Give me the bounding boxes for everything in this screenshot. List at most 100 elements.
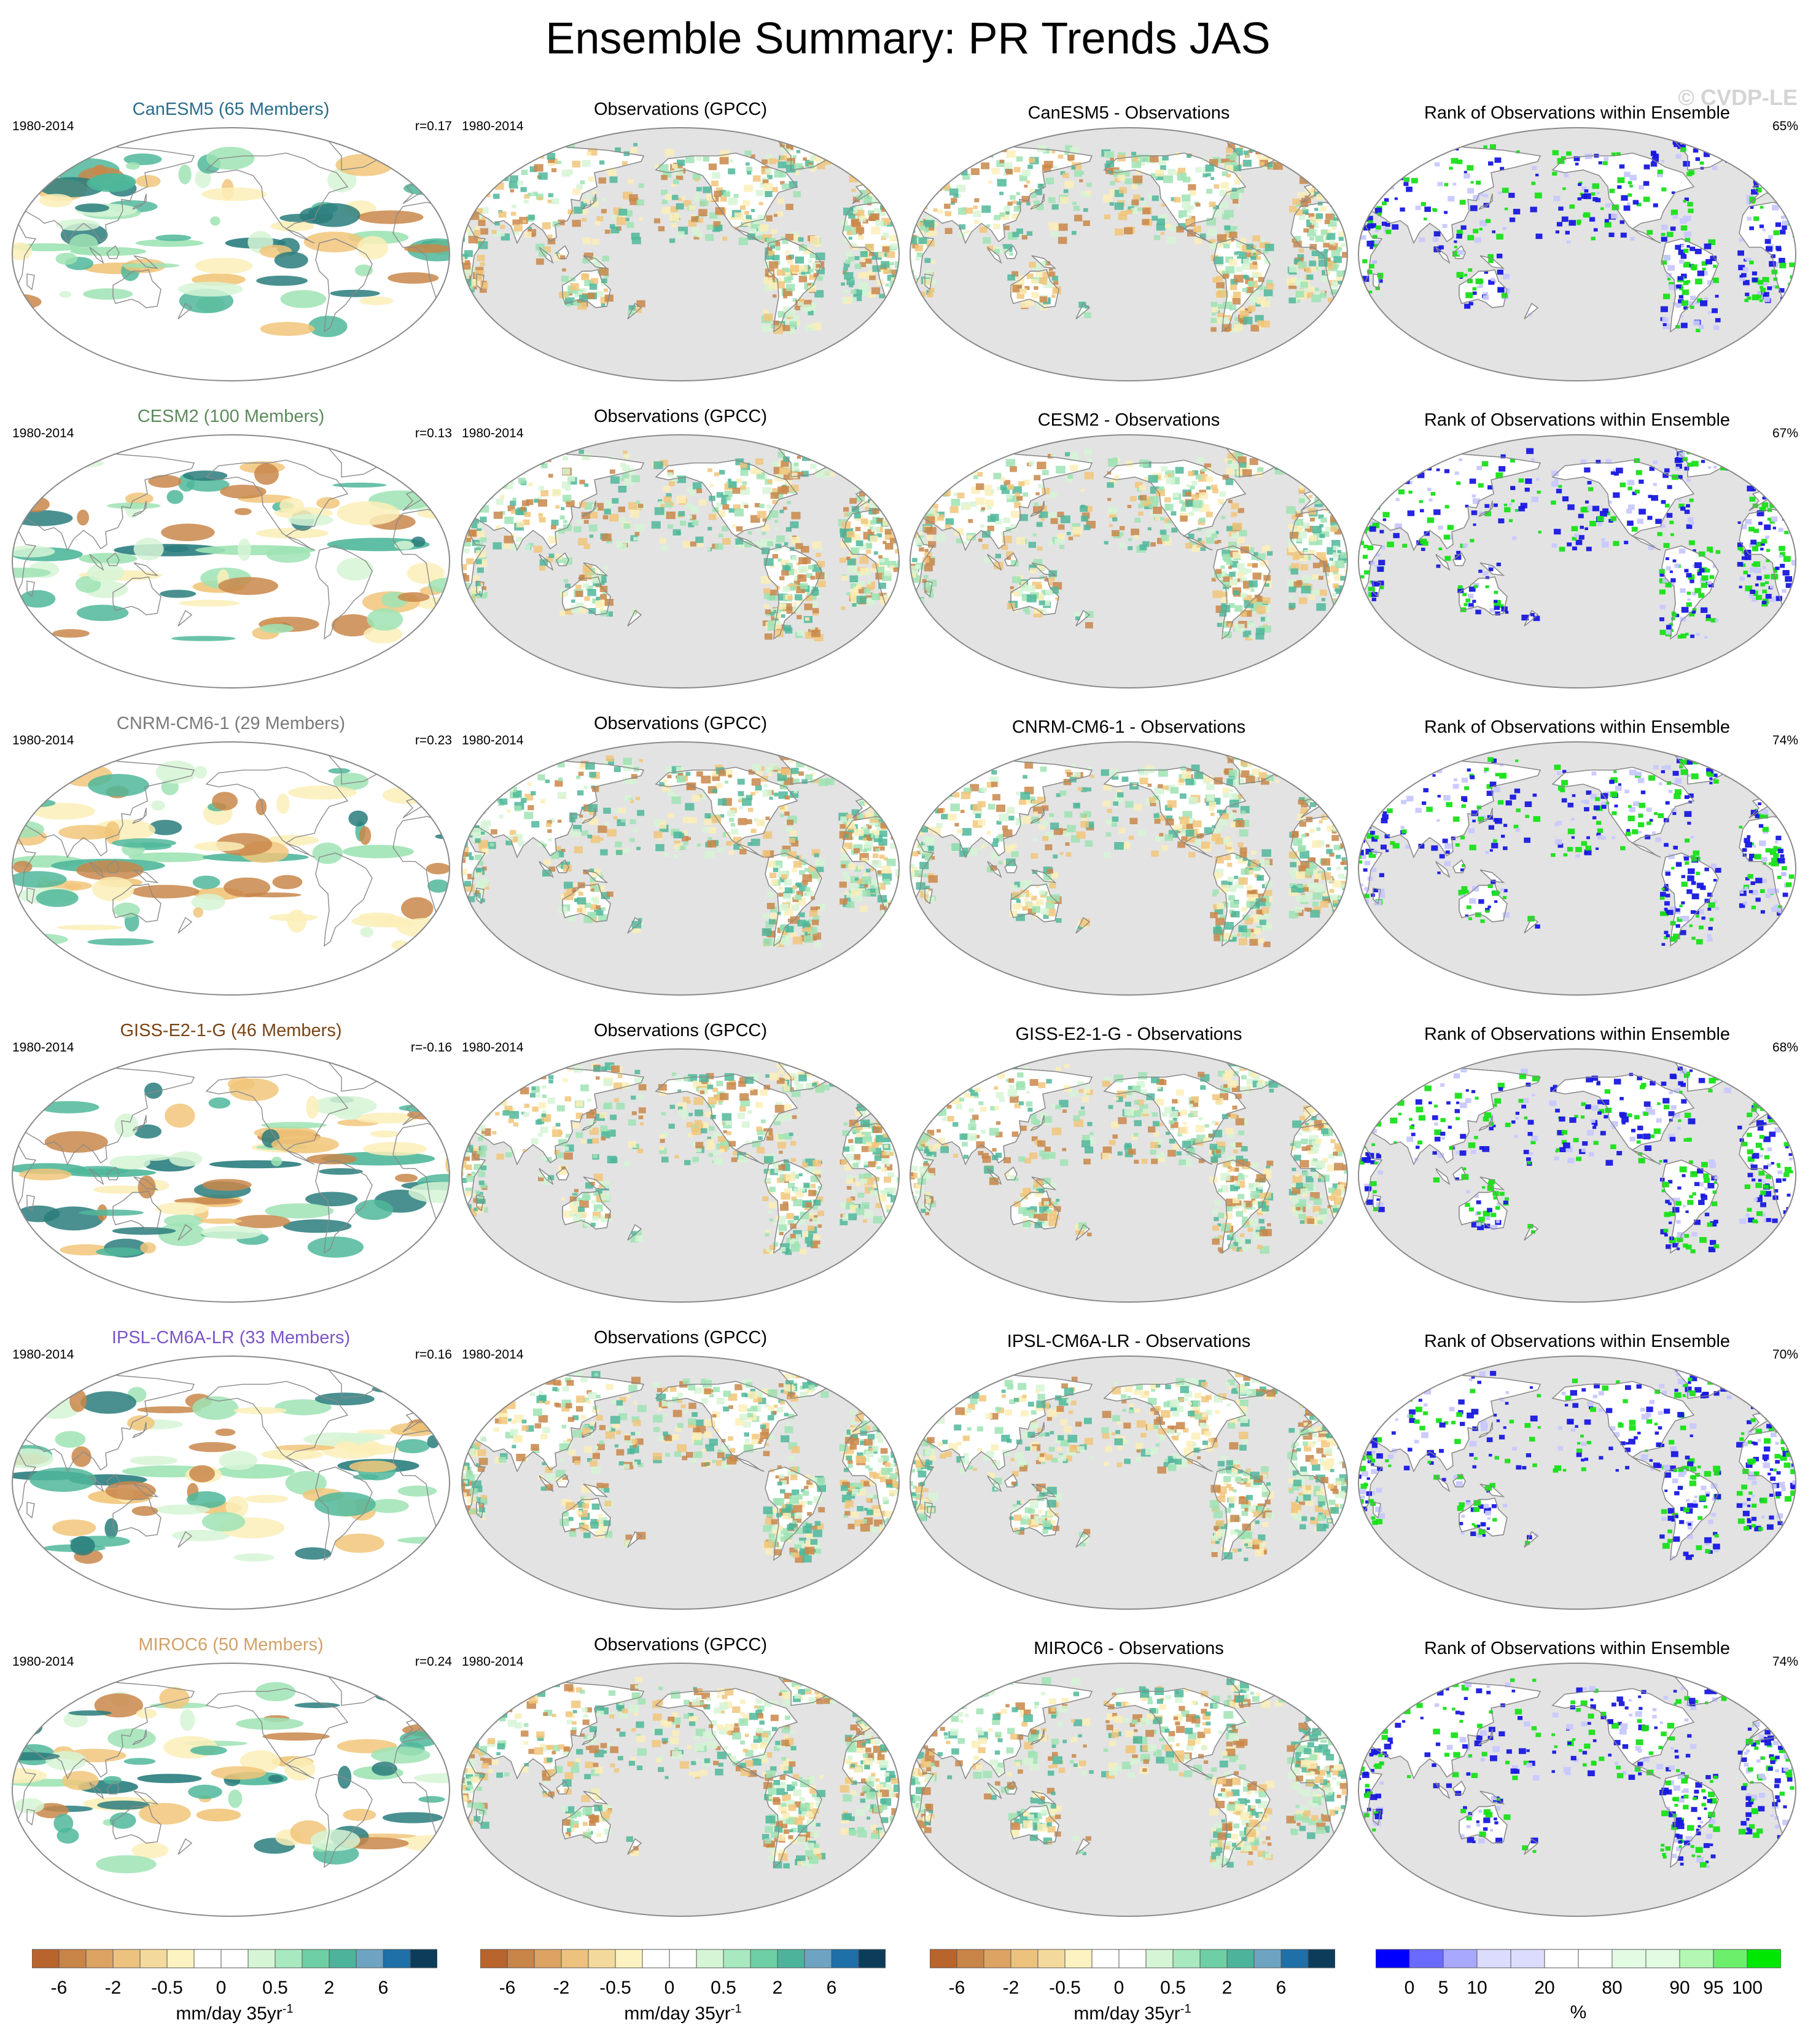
trend-cell bbox=[1212, 307, 1219, 313]
trend-cell bbox=[1345, 171, 1347, 177]
trend-cell bbox=[715, 543, 723, 550]
trend-cell bbox=[462, 449, 464, 457]
rank-cell bbox=[1759, 507, 1764, 511]
trend-cell bbox=[859, 459, 868, 467]
trend-cell bbox=[1308, 550, 1315, 556]
rank-cell bbox=[1537, 490, 1541, 494]
rank-cell bbox=[1437, 182, 1443, 187]
rank-cell bbox=[1454, 555, 1462, 560]
trend-cell bbox=[987, 505, 992, 510]
rank-cell bbox=[1417, 472, 1425, 478]
rank-cell bbox=[1451, 158, 1459, 164]
trend-cell bbox=[1322, 531, 1330, 537]
trend-cell bbox=[913, 598, 919, 603]
rank-cell bbox=[1520, 502, 1527, 509]
trend-cell bbox=[1042, 280, 1047, 285]
trend-cell bbox=[685, 503, 693, 509]
trend-cell bbox=[635, 523, 645, 532]
trend-cell bbox=[1308, 154, 1313, 157]
rank-cell bbox=[1469, 478, 1476, 484]
rank-cell bbox=[1659, 573, 1664, 577]
trend-cell bbox=[468, 187, 478, 196]
trend-cell bbox=[859, 556, 869, 564]
rank-cell bbox=[1564, 173, 1569, 177]
trend-cell bbox=[933, 208, 938, 212]
trend-cell bbox=[600, 849, 608, 856]
trend-cell bbox=[1344, 601, 1347, 608]
trend-cell bbox=[462, 469, 466, 476]
trend-cell bbox=[708, 513, 717, 520]
trend-cell bbox=[914, 244, 923, 252]
rank-cell bbox=[1752, 563, 1755, 566]
trend-cell bbox=[974, 219, 980, 224]
rank-cell bbox=[1554, 529, 1561, 535]
trend-cell bbox=[1196, 540, 1206, 548]
trend-cell bbox=[551, 198, 559, 205]
trend-cell bbox=[1164, 497, 1171, 503]
rank-cell bbox=[1360, 515, 1365, 520]
trend-cell bbox=[1227, 452, 1236, 459]
trend-cell bbox=[777, 161, 787, 168]
rank-cell bbox=[1619, 220, 1625, 224]
rank-cell bbox=[1788, 294, 1793, 297]
trend-cell bbox=[1034, 502, 1039, 506]
trend-cell bbox=[774, 520, 779, 523]
rank-cell bbox=[1593, 228, 1598, 232]
trend-cell bbox=[493, 193, 500, 199]
trend-cell bbox=[1288, 206, 1297, 213]
trend-cell bbox=[810, 236, 820, 244]
trend-cell bbox=[475, 208, 483, 214]
trend-cell bbox=[1010, 510, 1020, 518]
trend-cell bbox=[524, 232, 532, 238]
trend-cell bbox=[478, 220, 486, 226]
rank-cell bbox=[1630, 236, 1635, 241]
trend-cell bbox=[603, 565, 609, 569]
trend-cell bbox=[1080, 505, 1088, 512]
trend-cell bbox=[1266, 283, 1274, 290]
trend-cell bbox=[790, 265, 799, 272]
trend-cell bbox=[811, 303, 817, 308]
trend-cell bbox=[811, 630, 820, 638]
trend-cell bbox=[843, 507, 849, 512]
trend-cell bbox=[1245, 155, 1249, 158]
rank-cell bbox=[1624, 540, 1629, 545]
trend-cell bbox=[462, 256, 466, 264]
trend-cell bbox=[1331, 593, 1336, 597]
trend-cell bbox=[936, 514, 945, 521]
trend-patch bbox=[201, 187, 267, 201]
trend-patch bbox=[193, 907, 204, 918]
rank-cell bbox=[1456, 147, 1459, 150]
trend-cell bbox=[812, 932, 822, 940]
trend-cell bbox=[771, 228, 777, 234]
trend-cell bbox=[1252, 235, 1260, 242]
rank-cell bbox=[1715, 618, 1719, 622]
rank-cell bbox=[1374, 487, 1379, 490]
trend-cell bbox=[504, 517, 514, 525]
trend-cell bbox=[615, 147, 621, 152]
panel-diff-row2: CESM2 - Observations bbox=[908, 405, 1350, 700]
trend-cell bbox=[473, 153, 480, 158]
trend-cell bbox=[890, 203, 897, 209]
trend-patch bbox=[303, 232, 365, 252]
rank-cell bbox=[1460, 225, 1467, 230]
rank-cell bbox=[1360, 499, 1365, 504]
trend-cell bbox=[1256, 553, 1266, 561]
trend-cell bbox=[895, 187, 899, 195]
trend-cell bbox=[596, 291, 604, 297]
rank-cell bbox=[1438, 547, 1443, 550]
rank-cell bbox=[1708, 239, 1716, 245]
trend-cell bbox=[1177, 173, 1187, 181]
rank-cell bbox=[1395, 523, 1402, 529]
trend-cell bbox=[661, 784, 671, 792]
trend-cell bbox=[1200, 504, 1210, 512]
trend-cell bbox=[733, 837, 742, 844]
trend-cell bbox=[890, 186, 895, 190]
trend-cell bbox=[928, 229, 937, 236]
trend-cell bbox=[1229, 232, 1237, 238]
trend-cell bbox=[1140, 154, 1150, 162]
trend-cell bbox=[1160, 517, 1164, 521]
trend-cell bbox=[579, 300, 584, 305]
trend-cell bbox=[467, 762, 474, 768]
trend-cell bbox=[1234, 623, 1245, 632]
rank-cell bbox=[1675, 244, 1682, 250]
